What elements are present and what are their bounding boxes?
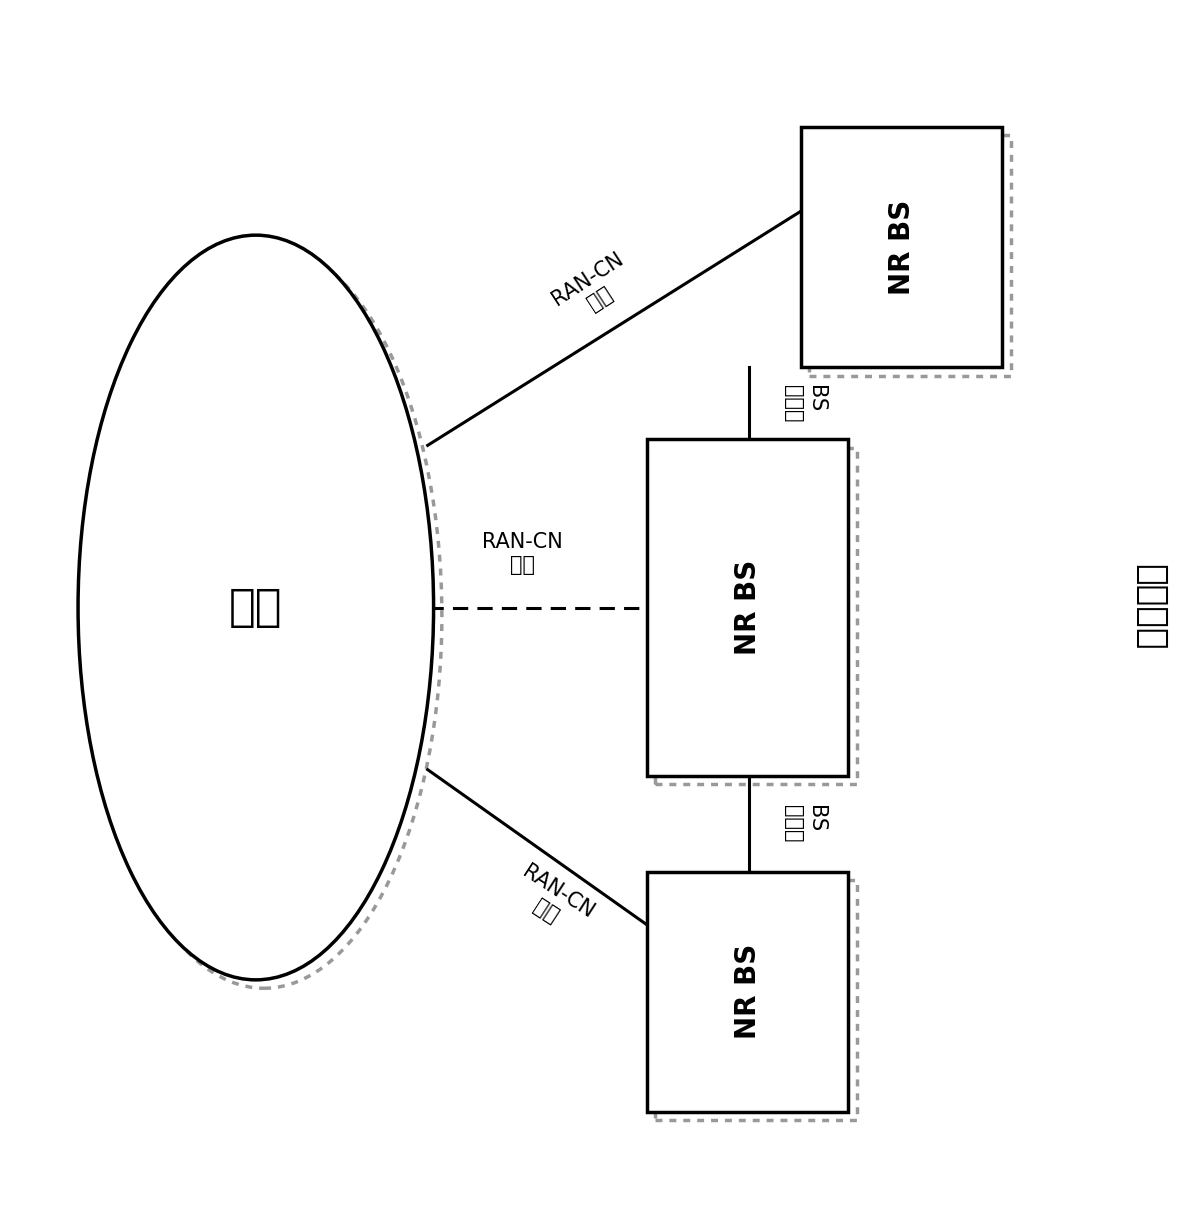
Text: RAN-CN
接口: RAN-CN 接口	[482, 532, 562, 575]
Bar	[655, 880, 856, 1120]
Text: RAN-CN
接口: RAN-CN 接口	[506, 861, 598, 942]
Text: BS
间接口: BS 间接口	[783, 806, 826, 842]
Text: NR BS: NR BS	[734, 944, 761, 1040]
Bar	[801, 128, 1002, 367]
Text: 核心: 核心	[229, 586, 283, 629]
Text: NR BS: NR BS	[887, 199, 916, 295]
Ellipse shape	[78, 236, 434, 979]
Text: BS
间接口: BS 间接口	[783, 385, 826, 422]
Bar	[809, 135, 1011, 375]
Bar	[647, 871, 849, 1112]
Text: NR BS: NR BS	[734, 560, 761, 655]
Text: 非独立中: 非独立中	[1133, 564, 1168, 651]
Text: RAN-CN
接口: RAN-CN 接口	[548, 249, 639, 329]
Bar	[647, 440, 849, 775]
Bar	[655, 448, 856, 784]
